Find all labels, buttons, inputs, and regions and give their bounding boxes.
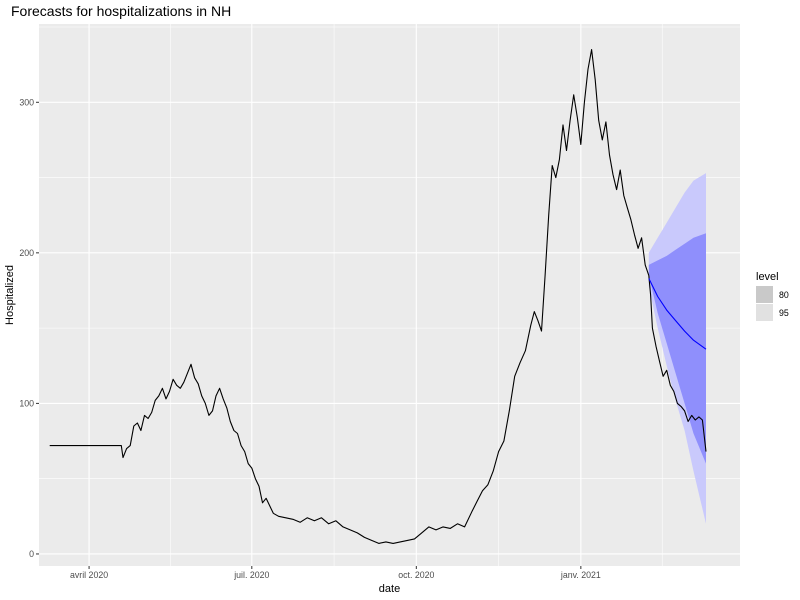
major-gridlines [39,24,740,566]
y-tick-label-0: 0 [29,549,34,559]
y-tick-label-300: 300 [19,97,34,107]
legend-title: level [756,271,779,283]
series-observed [49,49,650,544]
legend: level 80 95 [756,271,789,321]
legend-label-80: 80 [779,290,789,300]
x-tick-label-0: avril 2020 [70,570,108,580]
chart-title: Forecasts for hospitalizations in NH [11,3,231,19]
plot-panel [39,24,740,566]
y-tick-label-200: 200 [19,248,34,258]
series-lines [49,49,707,544]
series-forecast-mean [648,278,707,350]
legend-key-80 [756,286,773,303]
x-tick-label-1: juil. 2020 [233,570,269,580]
band-80 [648,233,706,464]
legend-key-95 [756,304,773,321]
minor-gridlines [39,24,740,566]
y-axis-title: Hospitalized [4,265,16,325]
y-axis: 0 100 200 300 [19,97,39,559]
series-actual-after-forecast [648,275,707,452]
x-tick-label-3: janv. 2021 [560,570,601,580]
x-axis-title: date [379,583,400,595]
y-tick-label-100: 100 [19,398,34,408]
x-tick-label-2: oct. 2020 [398,570,434,580]
x-axis: avril 2020 juil. 2020 oct. 2020 janv. 2021 [70,566,601,580]
legend-label-95: 95 [779,308,789,318]
forecast-intervals [648,173,706,524]
